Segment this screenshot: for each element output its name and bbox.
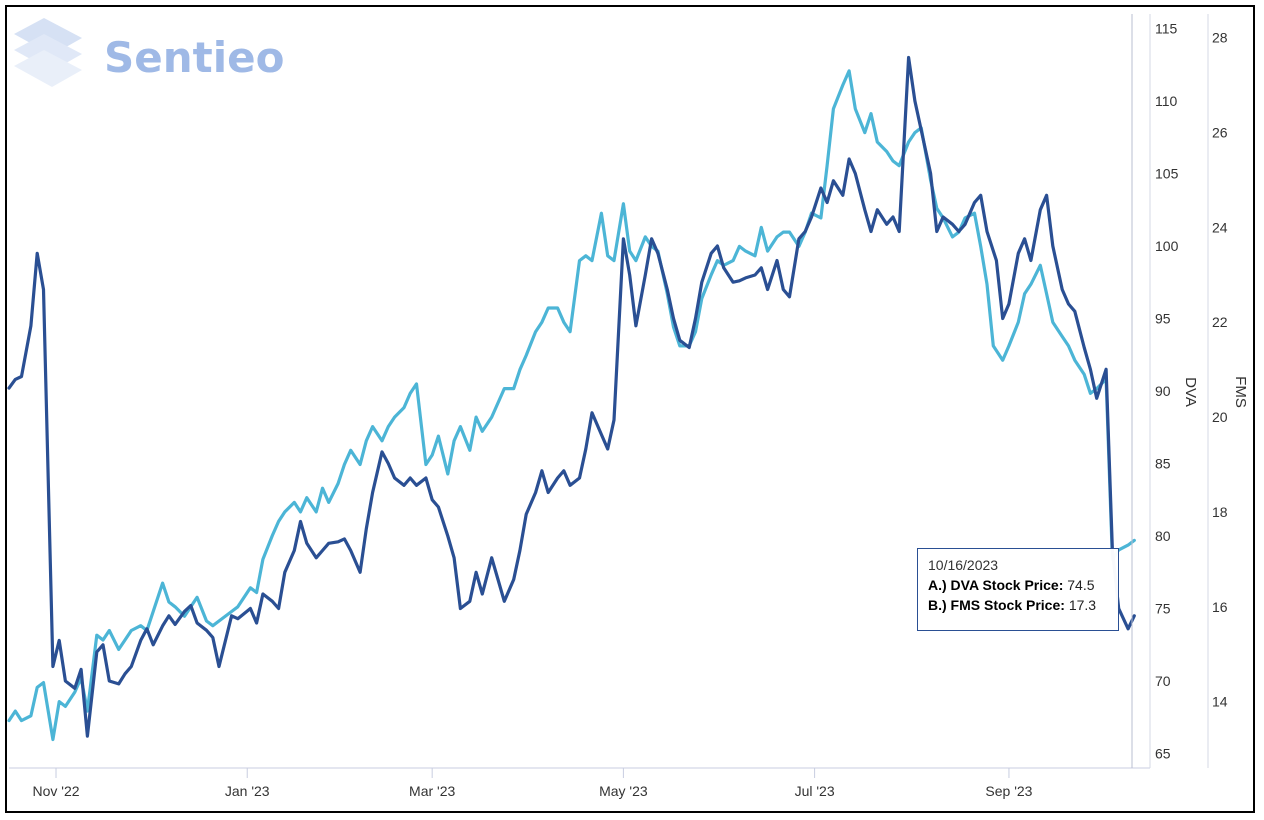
x-tick-label: Jul '23 xyxy=(795,783,835,799)
tooltip-dva-label: A.) DVA Stock Price: xyxy=(928,577,1064,593)
series-line-fms xyxy=(7,69,1136,742)
fms-tick-label: 14 xyxy=(1212,694,1228,710)
dva-tick-label: 70 xyxy=(1155,673,1171,689)
fms-tick-label: 22 xyxy=(1212,314,1228,330)
fms-tick-label: 18 xyxy=(1212,504,1228,520)
dva-tick-label: 90 xyxy=(1155,383,1171,399)
fms-tick-label: 26 xyxy=(1212,125,1228,141)
tooltip-row-fms: B.) FMS Stock Price: 17.3 xyxy=(928,595,1108,615)
tooltip: 10/16/2023 A.) DVA Stock Price: 74.5 B.)… xyxy=(917,548,1119,631)
axes: Nov '22 Jan '23 Mar '23 May '23 Jul '23 Sep '… xyxy=(9,14,1249,799)
tooltip-dva-value: 74.5 xyxy=(1067,577,1095,593)
x-tick-label: May '23 xyxy=(599,783,648,799)
dva-tick-label: 65 xyxy=(1155,746,1171,762)
fms-tick-label: 16 xyxy=(1212,599,1228,615)
fms-axis-title: FMS xyxy=(1232,376,1249,408)
tooltip-row-dva: A.) DVA Stock Price: 74.5 xyxy=(928,575,1108,595)
dva-tick-label: 75 xyxy=(1155,601,1171,617)
x-tick-label: Nov '22 xyxy=(33,783,80,799)
sentieo-watermark: Sentieo xyxy=(14,18,284,87)
tooltip-date: 10/16/2023 xyxy=(928,557,999,573)
tooltip-fms-label: B.) FMS Stock Price: xyxy=(928,597,1065,613)
dva-tick-label: 95 xyxy=(1155,311,1171,327)
dva-tick-label: 115 xyxy=(1155,21,1178,37)
x-tick-label: Sep '23 xyxy=(985,783,1032,799)
dva-tick-label: 100 xyxy=(1155,238,1179,254)
dva-axis-title: DVA xyxy=(1182,377,1199,407)
sentieo-logo-icon xyxy=(14,18,82,87)
x-tick-label: Jan '23 xyxy=(225,783,270,799)
series-line-dva xyxy=(7,55,1136,738)
watermark-text: Sentieo xyxy=(104,33,284,82)
x-tick-label: Mar '23 xyxy=(409,783,455,799)
dva-tick-label: 80 xyxy=(1155,528,1171,544)
tooltip-fms-value: 17.3 xyxy=(1068,597,1097,613)
dva-tick-label: 110 xyxy=(1155,93,1178,109)
series-layer xyxy=(7,55,1136,742)
dva-tick-label: 105 xyxy=(1155,166,1179,182)
fms-tick-label: 24 xyxy=(1212,219,1228,235)
fms-tick-label: 20 xyxy=(1212,409,1228,425)
fms-tick-label: 28 xyxy=(1212,30,1228,46)
dva-tick-label: 85 xyxy=(1155,456,1171,472)
chart-frame xyxy=(5,5,1255,813)
